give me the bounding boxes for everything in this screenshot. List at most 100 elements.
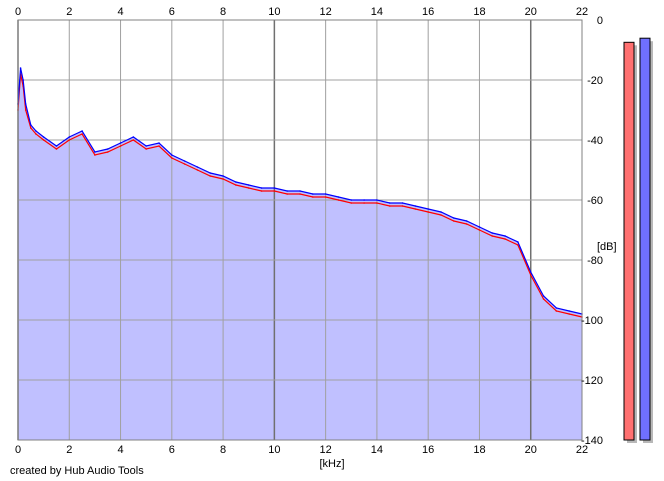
x-tick-label-top-10: 20 xyxy=(525,6,537,18)
series-1-point-30 xyxy=(350,199,353,201)
series-1-point-10 xyxy=(94,151,96,153)
series-0-point-4 xyxy=(30,127,32,129)
series-1-point-5 xyxy=(35,130,37,132)
series-0-point-15 xyxy=(158,145,160,147)
series-1-point-29 xyxy=(337,196,340,198)
series-1-point-33 xyxy=(388,202,391,204)
series-0-point-20 xyxy=(222,178,224,180)
series-0-point-41 xyxy=(491,235,494,237)
series-1-point-19 xyxy=(209,172,212,174)
series-1-point-45 xyxy=(542,295,545,297)
series-1-point-44 xyxy=(529,271,532,273)
series-1-point-38 xyxy=(453,217,455,219)
series-0-point-8 xyxy=(68,139,71,141)
series-0-point-22 xyxy=(247,187,250,189)
series-1-point-37 xyxy=(440,211,442,213)
series-1-point-35 xyxy=(414,205,417,207)
y-tick-label-0: 0 xyxy=(597,15,603,27)
series-1-point-39 xyxy=(465,220,468,222)
level-meter-0 xyxy=(623,41,635,441)
series-0-point-6 xyxy=(42,139,45,141)
series-0-point-16 xyxy=(171,157,173,159)
series-0 xyxy=(17,73,583,318)
series-1-point-32 xyxy=(376,199,378,201)
y-tick-label-4: -80 xyxy=(587,255,603,267)
series-0-point-36 xyxy=(427,211,429,213)
x-tick-label-bottom-4: 8 xyxy=(220,444,226,456)
series-0-point-38 xyxy=(453,220,455,222)
x-tick-label-top-9: 18 xyxy=(473,6,485,18)
series-0-point-11 xyxy=(106,151,109,153)
series-1-point-2 xyxy=(22,79,24,81)
series-1-point-46 xyxy=(555,307,558,309)
x-tick-label-bottom-3: 6 xyxy=(169,444,175,456)
series-0-point-34 xyxy=(401,205,404,207)
series-0-point-21 xyxy=(235,184,237,186)
x-tick-label-bottom-1: 2 xyxy=(66,444,72,456)
y-tick-label-7: -140 xyxy=(581,435,603,447)
series-0-point-31 xyxy=(363,202,365,204)
series-0-point-45 xyxy=(542,298,545,300)
series-1-point-15 xyxy=(158,142,160,144)
series-0-point-30 xyxy=(350,202,353,204)
series-0-point-13 xyxy=(132,139,135,141)
series-1-point-24 xyxy=(273,187,276,189)
series-1-point-9 xyxy=(81,130,83,132)
x-tick-label-top-3: 6 xyxy=(169,6,175,18)
series-1-point-43 xyxy=(517,241,519,243)
series-1-point-4 xyxy=(30,124,32,126)
series-1-point-34 xyxy=(401,202,404,204)
y-tick-label-2: -40 xyxy=(587,135,603,147)
series-1-point-1 xyxy=(19,67,22,69)
series-1-point-12 xyxy=(119,142,122,144)
series-1-point-6 xyxy=(42,136,45,138)
x-tick-label-top-2: 4 xyxy=(117,6,123,18)
x-tick-label-top-0: 0 xyxy=(15,6,21,18)
series-0-point-35 xyxy=(414,208,417,210)
x-tick-label-top-8: 16 xyxy=(422,6,434,18)
x-tick-label-top-4: 8 xyxy=(220,6,226,18)
x-tick-label-bottom-10: 20 xyxy=(525,444,537,456)
series-0-point-19 xyxy=(209,175,212,177)
series-1-point-20 xyxy=(222,175,224,177)
series-0-point-5 xyxy=(35,133,37,135)
x-tick-label-top-7: 14 xyxy=(371,6,383,18)
series-0-point-3 xyxy=(24,109,27,111)
series-1-point-3 xyxy=(24,103,27,105)
level-meter-1 xyxy=(639,37,651,441)
series-1-point-13 xyxy=(132,136,135,138)
series-1-point-25 xyxy=(286,190,288,192)
y-axis-unit-label: [dB] xyxy=(597,241,617,253)
x-tick-label-bottom-0: 0 xyxy=(15,444,21,456)
series-1-point-42 xyxy=(504,235,506,237)
series-0-point-7 xyxy=(55,148,58,150)
x-axis-unit-label: [kHz] xyxy=(319,458,344,470)
series-0-point-46 xyxy=(555,310,558,312)
series-1 xyxy=(17,67,583,315)
series-1-point-16 xyxy=(171,154,173,156)
tick-labels: 002244668810101212141416161818202022220-… xyxy=(15,6,603,456)
series-1-point-27 xyxy=(312,193,314,195)
series-0-point-44 xyxy=(529,274,532,276)
series-0-point-40 xyxy=(478,229,481,231)
series-0-point-23 xyxy=(260,190,263,192)
spectrum-area-fill xyxy=(18,68,582,440)
x-tick-label-top-1: 2 xyxy=(66,6,72,18)
x-tick-label-top-5: 10 xyxy=(268,6,280,18)
x-tick-label-bottom-5: 10 xyxy=(268,444,280,456)
series-0-point-27 xyxy=(312,196,314,198)
x-tick-label-bottom-11: 22 xyxy=(576,444,588,456)
series-0-point-12 xyxy=(119,145,122,147)
series-0-point-47 xyxy=(568,313,570,315)
series-0-point-10 xyxy=(94,154,96,156)
series-0-point-29 xyxy=(337,199,340,201)
credit-text: created by Hub Audio Tools xyxy=(10,465,144,477)
series-1-point-7 xyxy=(55,145,58,147)
series-1-point-40 xyxy=(478,226,481,228)
series-1-point-11 xyxy=(106,148,109,150)
series-1-point-41 xyxy=(491,232,494,234)
series-0-point-18 xyxy=(196,169,199,171)
series-0-point-43 xyxy=(517,244,519,246)
series-0-point-24 xyxy=(273,190,276,192)
